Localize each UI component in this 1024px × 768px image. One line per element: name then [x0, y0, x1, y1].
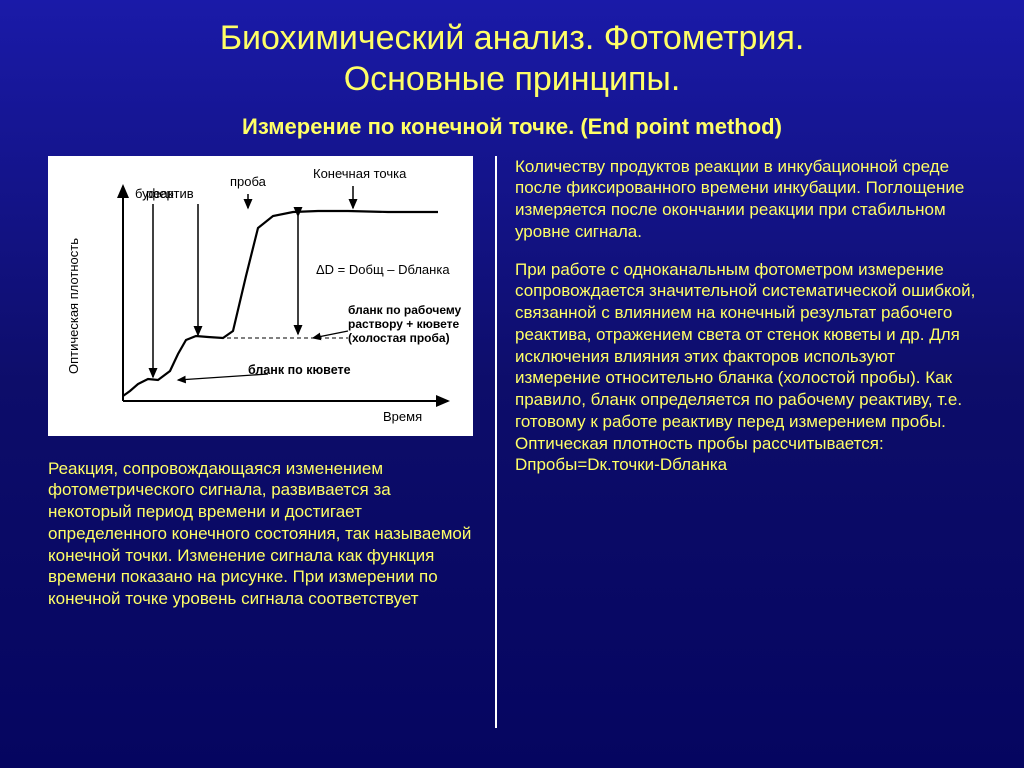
title-line1: Биохимический анализ. Фотометрия.	[220, 19, 805, 57]
svg-text:бланк по кювете: бланк по кювете	[248, 363, 351, 377]
svg-text:реактив: реактив	[146, 186, 194, 201]
svg-text:бланк по рабочему: бланк по рабочему	[348, 303, 462, 317]
slide: Биохимический анализ. Фотометрия. Основн…	[0, 0, 1024, 768]
right-column: Количеству продуктов реакции в инкубацио…	[495, 156, 976, 748]
endpoint-diagram: Оптическая плотностьВремябуферреактивпро…	[48, 156, 473, 436]
svg-text:Время: Время	[383, 409, 422, 424]
slide-subtitle: Измерение по конечной точке. (End point …	[48, 114, 976, 140]
right-paragraph-2: При работе с одноканальным фотометром из…	[515, 259, 976, 477]
svg-text:(холостая проба): (холостая проба)	[348, 331, 450, 345]
svg-text:раствору + кювете: раствору + кювете	[348, 317, 459, 331]
svg-text:ΔD = Dобщ – Dбланка: ΔD = Dобщ – Dбланка	[316, 262, 450, 277]
column-divider	[495, 156, 497, 728]
slide-title: Биохимический анализ. Фотометрия. Основн…	[48, 18, 976, 100]
left-column: Оптическая плотностьВремябуферреактивпро…	[48, 156, 473, 748]
title-line2: Основные принципы.	[344, 60, 681, 98]
svg-text:Оптическая плотность: Оптическая плотность	[66, 237, 81, 373]
content-row: Оптическая плотностьВремябуферреактивпро…	[48, 156, 976, 748]
left-paragraph: Реакция, сопровождающаяся изменением фот…	[48, 458, 473, 610]
svg-text:проба: проба	[230, 174, 267, 189]
right-paragraph-1: Количеству продуктов реакции в инкубацио…	[515, 156, 976, 243]
svg-text:Конечная точка: Конечная точка	[313, 166, 407, 181]
